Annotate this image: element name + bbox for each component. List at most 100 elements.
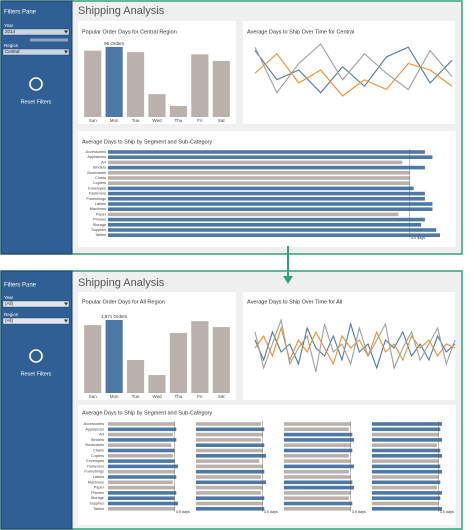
bar	[372, 422, 442, 426]
bar	[108, 212, 399, 217]
bar	[108, 491, 177, 495]
filter-label: Region	[4, 43, 19, 48]
reset-icon[interactable]	[29, 77, 43, 91]
bar	[105, 320, 123, 393]
y-tick-label: Furnishings	[86, 197, 106, 201]
bar	[196, 432, 263, 437]
y-tick-label: Paper	[94, 486, 105, 490]
reset-icon[interactable]	[29, 349, 43, 363]
y-tick-label: Fasteners	[89, 192, 106, 196]
flow-arrow-head	[283, 276, 293, 284]
y-tick-label: Appliances	[87, 155, 106, 159]
x-tick-label: Sun	[89, 118, 98, 123]
bar	[284, 496, 349, 500]
bar	[108, 507, 175, 511]
filter-label: Year	[4, 295, 14, 300]
bar	[108, 432, 173, 437]
y-tick-label: Accessories	[86, 150, 107, 154]
y-tick-label: Paper	[96, 212, 107, 216]
filter-value: 2014	[5, 29, 16, 34]
bar	[372, 501, 439, 506]
year-slider[interactable]	[30, 38, 68, 42]
y-tick-label: Art	[99, 433, 105, 437]
bar	[196, 507, 265, 511]
bar	[372, 469, 442, 474]
bar	[108, 459, 175, 463]
y-tick-label: Tables	[95, 233, 106, 237]
bar	[284, 501, 353, 506]
bar	[284, 475, 351, 479]
bar	[284, 480, 353, 485]
bar	[108, 228, 437, 232]
bar	[196, 459, 260, 463]
dropdown-arrow	[64, 50, 68, 54]
bar	[372, 454, 442, 458]
reset-filters[interactable]: Reset Filters	[21, 99, 52, 105]
y-tick-label: Binders	[91, 438, 104, 442]
y-tick-label: Copiers	[93, 181, 106, 185]
bar	[196, 491, 261, 495]
filters-pane	[0, 270, 73, 530]
bar	[284, 438, 354, 442]
x-tick-label: Fri	[197, 118, 202, 123]
y-tick-label: Chairs	[93, 449, 104, 453]
bar	[84, 325, 102, 393]
bar	[196, 438, 261, 442]
bar	[108, 176, 410, 180]
y-tick-label: Labels	[95, 202, 106, 206]
trend-line	[254, 43, 453, 94]
filter-value: Central	[5, 49, 20, 54]
bar	[108, 197, 425, 201]
bar	[372, 485, 437, 490]
y-tick-label: Storage	[91, 496, 104, 500]
bar	[284, 459, 351, 463]
bar	[372, 427, 441, 432]
filter-label: Year	[4, 23, 14, 28]
bar	[191, 54, 209, 117]
trend-line	[254, 46, 453, 94]
y-tick-label: Fasteners	[87, 464, 104, 468]
y-tick-label: Machines	[90, 207, 106, 211]
bar	[372, 459, 439, 463]
bar	[372, 491, 442, 495]
filter-dropdown[interactable]	[2, 48, 70, 56]
reset-filters[interactable]: Reset Filters	[21, 371, 52, 377]
bar	[372, 475, 439, 479]
bar	[108, 160, 403, 165]
reference-label: 3.9 days	[440, 510, 454, 514]
filter-dropdown[interactable]	[2, 317, 70, 325]
x-tick-label: Fri	[197, 394, 202, 399]
bar	[108, 501, 178, 506]
bar	[108, 207, 433, 211]
bar	[212, 327, 230, 393]
y-tick-label: Machines	[88, 480, 104, 484]
filter-value: (All)	[5, 301, 13, 306]
filter-dropdown[interactable]	[2, 28, 70, 36]
bar	[108, 165, 425, 170]
reference-label: 3.9 days	[352, 510, 366, 514]
bar	[108, 186, 414, 191]
bar	[372, 443, 437, 447]
bar	[372, 496, 441, 500]
bar	[191, 321, 209, 393]
y-tick-label: Storage	[93, 223, 106, 227]
y-tick-label: Envelopes	[86, 459, 104, 463]
bar	[108, 496, 175, 500]
bar	[169, 332, 187, 393]
filter-dropdown[interactable]	[2, 300, 70, 308]
y-tick-label: Art	[101, 160, 107, 164]
bar	[196, 454, 266, 458]
bar	[108, 171, 410, 175]
y-tick-label: Bookcases	[85, 443, 104, 447]
bar	[108, 438, 177, 442]
y-tick-label: Supplies	[91, 228, 106, 232]
y-tick-label: Copiers	[91, 454, 104, 458]
y-tick-label: Envelopes	[88, 186, 106, 190]
bar	[108, 485, 175, 490]
y-tick-label: Labels	[93, 475, 104, 479]
bar	[148, 375, 166, 393]
bar	[196, 469, 265, 474]
trend-line	[254, 317, 456, 373]
bar	[169, 105, 187, 117]
chart-title: Popular Order Days for Central Region	[82, 29, 177, 35]
